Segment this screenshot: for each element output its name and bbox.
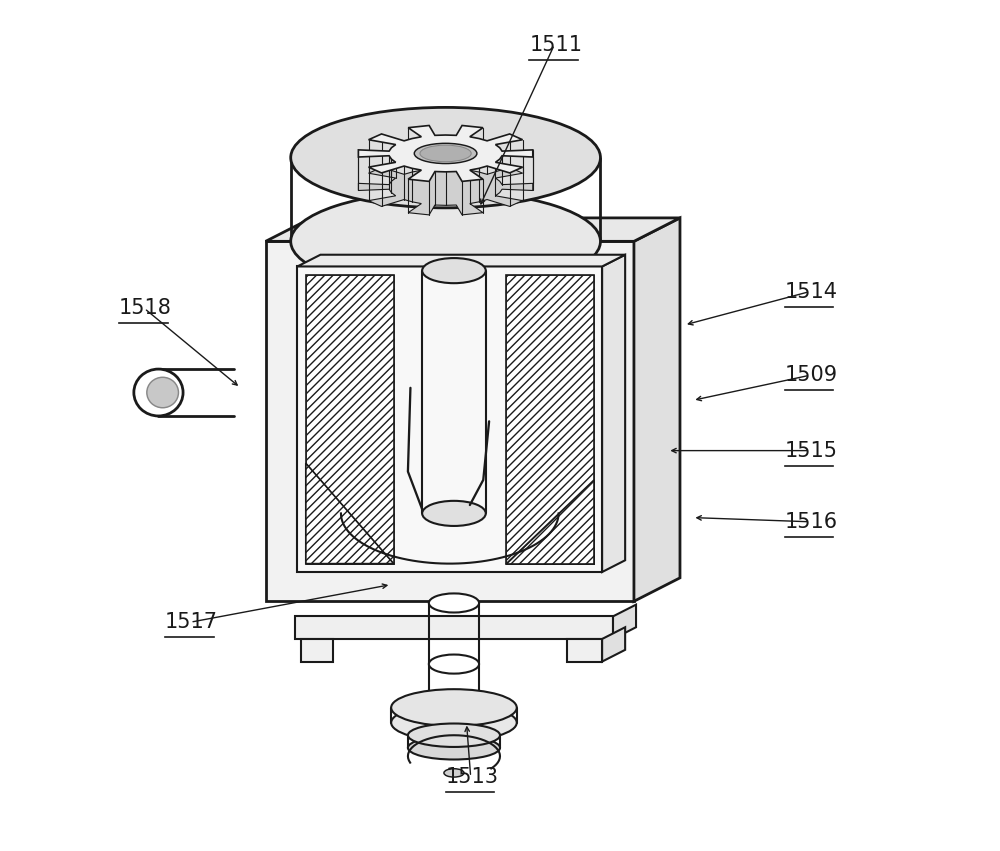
Polygon shape (613, 605, 636, 639)
Ellipse shape (444, 768, 464, 777)
Text: 1513: 1513 (446, 767, 499, 787)
Polygon shape (297, 254, 625, 266)
Polygon shape (567, 639, 602, 661)
Polygon shape (306, 463, 394, 563)
Text: 1516: 1516 (785, 511, 838, 532)
Polygon shape (301, 639, 333, 661)
Text: 1517: 1517 (165, 612, 218, 632)
Ellipse shape (291, 107, 600, 208)
Polygon shape (358, 159, 533, 215)
Ellipse shape (422, 258, 486, 283)
Text: 1509: 1509 (785, 365, 838, 386)
Ellipse shape (147, 377, 178, 408)
Polygon shape (295, 616, 613, 639)
Ellipse shape (391, 705, 517, 741)
Text: 1514: 1514 (785, 282, 838, 301)
Ellipse shape (408, 723, 500, 747)
Text: 1515: 1515 (785, 441, 838, 460)
Ellipse shape (391, 689, 517, 726)
Ellipse shape (408, 736, 500, 759)
Ellipse shape (414, 143, 477, 163)
Polygon shape (602, 254, 625, 572)
Polygon shape (266, 218, 680, 242)
Ellipse shape (429, 654, 479, 674)
Text: 1518: 1518 (119, 299, 172, 318)
Polygon shape (297, 266, 602, 572)
Polygon shape (266, 242, 634, 602)
Polygon shape (602, 627, 625, 661)
Polygon shape (506, 275, 594, 563)
Ellipse shape (429, 593, 479, 613)
Ellipse shape (134, 369, 183, 416)
Text: 1511: 1511 (529, 35, 582, 54)
Polygon shape (306, 275, 394, 563)
Polygon shape (634, 218, 680, 602)
Ellipse shape (420, 146, 471, 162)
Ellipse shape (422, 501, 486, 526)
Polygon shape (506, 480, 594, 563)
Ellipse shape (291, 191, 600, 292)
Polygon shape (358, 125, 533, 181)
